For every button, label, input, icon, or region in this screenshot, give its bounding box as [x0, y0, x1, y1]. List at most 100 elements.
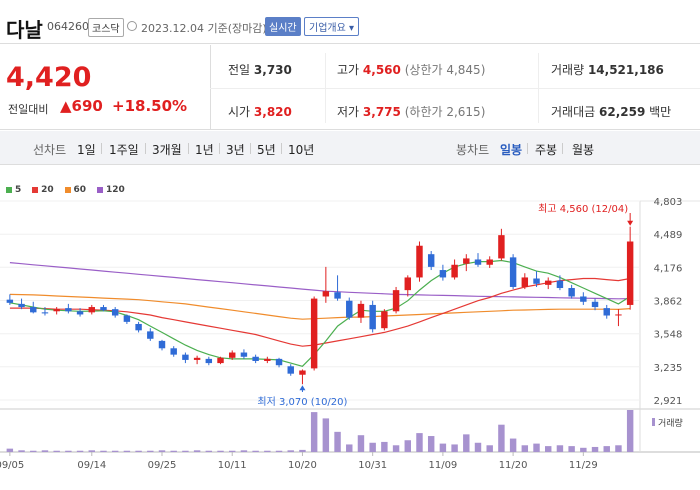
y-tick-label: 4,176	[654, 263, 683, 274]
candle-body	[240, 352, 248, 357]
period-1y[interactable]: 1년	[195, 143, 214, 157]
volume-bar	[310, 412, 318, 452]
volume-bar	[65, 450, 72, 452]
volume-bar	[229, 450, 236, 452]
volume-bar	[299, 449, 306, 452]
candle-body	[334, 292, 341, 299]
candle-body	[310, 298, 318, 369]
high-arrow-head	[627, 220, 634, 226]
volume-bar	[123, 450, 131, 452]
period-3y[interactable]: 3년	[226, 143, 245, 157]
candle-body	[299, 370, 306, 375]
volume-bar	[287, 450, 294, 452]
volume-bar	[556, 445, 564, 452]
volume-bar	[100, 450, 107, 452]
company-overview-button[interactable]: 기업개요 ▾	[304, 17, 360, 36]
quote-panel: 4,420 전일대비 ▲690 +18.50% 전일 3,730 고가 4,56…	[0, 45, 700, 130]
period-bar: 선차트 1일 1주일 3개월 1년 3년 5년 10년 봉차트 일봉 주봉 월봉	[0, 131, 700, 165]
volume-bar	[111, 450, 119, 452]
candle-body	[346, 300, 353, 318]
divider	[210, 88, 700, 89]
volume-bar	[486, 445, 493, 452]
volume-bar	[205, 450, 213, 452]
candle-body	[416, 245, 423, 278]
trade-amount: 거래대금 62,259 백만	[551, 105, 672, 119]
candle-daily[interactable]: 일봉	[500, 143, 523, 157]
low-arrow-head	[299, 385, 306, 391]
candle-body	[275, 358, 283, 366]
candle-body	[229, 352, 236, 358]
volume-bar	[158, 450, 166, 452]
volume-bar	[463, 434, 470, 452]
day-open: 시가 3,820	[228, 105, 292, 119]
volume-bar	[533, 443, 540, 452]
candle-body	[474, 259, 482, 265]
candle-body	[182, 354, 189, 360]
volume-bar	[427, 436, 435, 452]
day-low: 저가 3,775 (하한가 2,615)	[337, 105, 486, 119]
x-tick-label: 10/11	[218, 460, 247, 471]
volume-bar	[509, 438, 517, 452]
candle-body	[135, 323, 142, 331]
legend-ma5: 5	[6, 185, 21, 195]
volume-bar	[322, 418, 330, 452]
period-1w[interactable]: 1주일	[109, 143, 139, 157]
candle-body	[76, 311, 84, 315]
candle-body	[603, 308, 610, 316]
candle-body	[591, 301, 599, 308]
candle-body	[111, 309, 119, 316]
volume-bar	[357, 435, 365, 452]
volume-bar	[498, 424, 505, 452]
candle-body	[100, 307, 107, 311]
period-3m[interactable]: 3개월	[152, 143, 182, 157]
volume-bar	[545, 446, 552, 452]
volume-bar	[381, 441, 388, 452]
candle-body	[369, 304, 376, 330]
volume-bar	[41, 450, 49, 452]
volume-bar	[147, 450, 154, 452]
candle-body	[451, 264, 458, 278]
volume-bar	[439, 443, 447, 452]
y-tick-label: 4,489	[654, 230, 683, 241]
candle-body	[252, 356, 259, 361]
period-1d[interactable]: 1일	[77, 143, 96, 157]
ma20-line	[9, 277, 631, 347]
volume-bar	[392, 445, 400, 452]
x-tick-label: 09/14	[77, 460, 106, 471]
volume-bar	[334, 431, 341, 452]
candle-body	[439, 270, 447, 278]
volume-bar	[264, 450, 271, 452]
candle-body	[509, 257, 517, 287]
day-high: 고가 4,560 (상한가 4,845)	[337, 63, 486, 77]
volume-bar	[6, 448, 14, 452]
y-tick-label: 2,921	[654, 396, 683, 407]
change-label: 전일대비	[8, 103, 49, 116]
x-tick-label: 09/25	[148, 460, 177, 471]
stock-name: 다날	[6, 18, 43, 42]
y-tick-label: 3,862	[654, 297, 683, 308]
x-tick-label: 10/20	[288, 460, 317, 471]
volume-bar	[182, 450, 189, 452]
candle-body	[580, 296, 587, 302]
divider	[325, 53, 326, 123]
volume-bar	[568, 446, 575, 452]
candle-body	[568, 288, 575, 297]
period-10y[interactable]: 10년	[288, 143, 315, 157]
x-tick-label: 11/29	[569, 460, 598, 471]
volume-bar	[404, 440, 411, 452]
volume-bar	[88, 450, 95, 452]
change-value: ▲690	[60, 97, 103, 115]
candle-monthly[interactable]: 월봉	[572, 143, 595, 157]
line-chart-label: 선차트	[33, 143, 67, 157]
legend-ma20: 20	[32, 185, 54, 195]
volume-bar	[603, 446, 610, 452]
volume-bar	[252, 450, 259, 452]
candle-weekly[interactable]: 주봉	[535, 143, 558, 157]
clock-icon	[127, 21, 137, 31]
period-5y[interactable]: 5년	[257, 143, 276, 157]
volume-bar	[580, 447, 587, 452]
realtime-button[interactable]: 실시간	[265, 17, 301, 36]
candle-body	[6, 299, 14, 303]
divider	[538, 53, 539, 123]
divider	[210, 45, 211, 130]
